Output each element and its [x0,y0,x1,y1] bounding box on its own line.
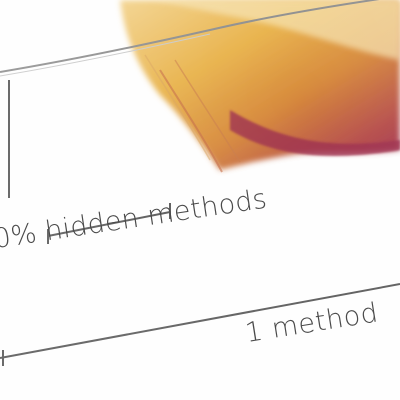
photo-canvas: 0% hidden methods 1 method [0,0,400,400]
scene-graphics [0,0,400,400]
